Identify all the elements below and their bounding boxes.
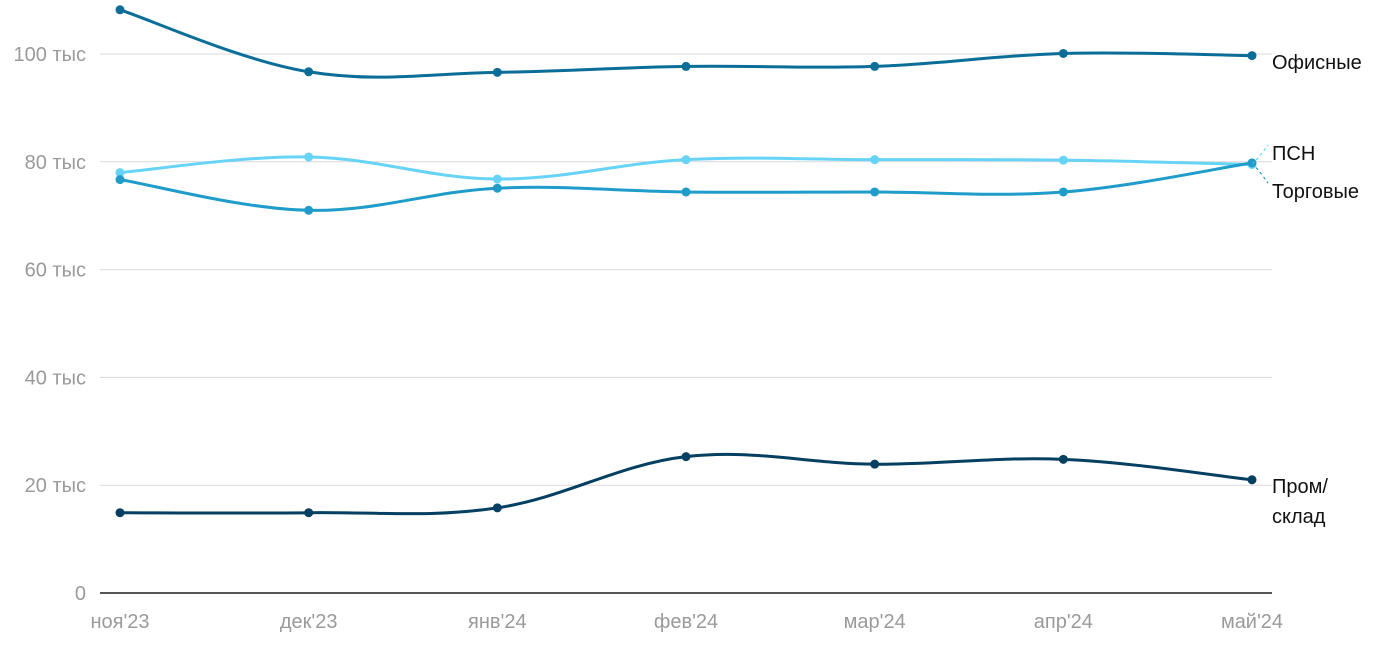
- series-label-офисные: Офисные: [1272, 52, 1362, 74]
- data-point-офисные: [304, 67, 314, 77]
- data-point-офисные: [870, 61, 880, 71]
- data-point-псн: [1058, 155, 1068, 165]
- series-label-line: Торговые: [1272, 181, 1359, 203]
- series-label-пром-склад: Пром/склад: [1272, 476, 1328, 528]
- data-point-пром-склад: [1247, 475, 1257, 485]
- data-point-торговые: [115, 175, 125, 185]
- y-tick-label: 0: [75, 583, 86, 605]
- x-tick-label: янв'24: [468, 611, 527, 633]
- data-point-пром-склад: [115, 508, 125, 518]
- series-line-торговые: [118, 161, 1254, 212]
- y-tick-label: 100 тыс: [14, 44, 86, 66]
- label-connector-торговые: [1251, 162, 1269, 184]
- data-point-пром-склад: [870, 459, 880, 469]
- series-line-пром-склад: [118, 452, 1254, 516]
- data-point-офисные: [1058, 48, 1068, 58]
- x-tick-label: апр'24: [1034, 611, 1093, 633]
- series-label-line: Пром/: [1272, 476, 1328, 498]
- data-point-офисные: [115, 5, 125, 15]
- data-point-псн: [492, 174, 502, 184]
- data-point-псн: [681, 155, 691, 165]
- data-point-торговые: [870, 187, 880, 197]
- x-tick-label: май'24: [1221, 611, 1283, 633]
- x-tick-label: дек'23: [280, 611, 338, 633]
- series-label-line: склад: [1272, 506, 1326, 528]
- label-layer: Офисные ПСН Торговые Пром/склад: [1251, 52, 1362, 528]
- series-label-line: Офисные: [1272, 52, 1362, 74]
- data-point-офисные: [1247, 51, 1257, 61]
- data-point-офисные: [492, 67, 502, 77]
- series-label-псн: ПСН: [1272, 143, 1315, 165]
- data-point-торговые: [1058, 187, 1068, 197]
- data-point-пром-склад: [681, 452, 691, 462]
- y-tick-label: 80 тыс: [25, 152, 86, 174]
- series-label-line: ПСН: [1272, 143, 1315, 165]
- data-point-офисные: [681, 61, 691, 71]
- label-connector-псн: [1251, 144, 1269, 165]
- data-point-торговые: [492, 183, 502, 193]
- data-point-пром-склад: [1058, 454, 1068, 464]
- data-point-псн: [304, 152, 314, 162]
- y-tick-label: 40 тыс: [25, 367, 86, 389]
- data-point-пром-склад: [304, 508, 314, 518]
- axis-layer: 0 20 тыс 40 тыс 60 тыс 80 тыс 100 тыс ноя'23 де…: [14, 44, 1284, 633]
- y-tick-label: 20 тыс: [25, 475, 86, 497]
- x-tick-label: фев'24: [654, 611, 718, 633]
- data-point-псн: [115, 168, 125, 178]
- data-point-торговые: [681, 187, 691, 197]
- x-tick-label: ноя'23: [90, 611, 149, 633]
- data-point-псн: [870, 155, 880, 165]
- data-point-торговые: [304, 205, 314, 215]
- y-tick-label: 60 тыс: [25, 260, 86, 282]
- grid-layer: [100, 53, 1272, 486]
- series-label-торговые: Торговые: [1272, 181, 1359, 203]
- x-tick-label: мар'24: [844, 611, 906, 633]
- series-layer: [115, 5, 1257, 518]
- data-point-пром-склад: [492, 503, 502, 513]
